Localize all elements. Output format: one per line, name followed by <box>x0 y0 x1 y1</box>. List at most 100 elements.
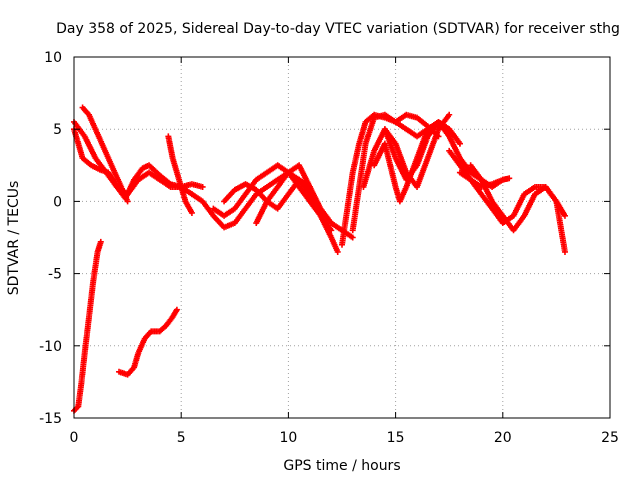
y-tick-label: 5 <box>53 122 62 138</box>
interpolated-samples <box>404 163 419 182</box>
interpolated-samples <box>329 221 344 233</box>
interpolated-samples <box>490 200 505 218</box>
interpolated-samples <box>136 170 151 182</box>
interpolated-samples <box>522 192 538 218</box>
interpolated-samples <box>318 214 334 239</box>
data-point <box>188 209 195 216</box>
series-arc-4 <box>165 133 195 216</box>
y-tick-label: -10 <box>39 339 62 355</box>
series-arc-10 <box>253 162 356 241</box>
interpolated-samples <box>147 170 162 182</box>
interpolated-samples <box>275 171 291 189</box>
interpolated-samples <box>106 171 119 189</box>
interpolated-samples <box>183 200 194 215</box>
y-axis: -15 -10 -5 0 5 10 <box>39 50 610 427</box>
interpolated-samples <box>265 163 280 175</box>
y-tick-label: -5 <box>48 267 62 283</box>
interpolated-samples <box>393 156 409 182</box>
chart-title: Day 358 of 2025, Sidereal Day-to-day VTE… <box>56 21 620 37</box>
data-point <box>334 248 341 255</box>
interpolated-samples <box>72 404 81 413</box>
interpolated-samples <box>501 175 511 183</box>
interpolated-samples <box>553 200 568 253</box>
interpolated-samples <box>543 185 559 203</box>
interpolated-samples <box>511 192 527 218</box>
data-point <box>456 140 463 147</box>
data-point <box>446 111 453 118</box>
series-arc-3 <box>79 104 131 205</box>
x-tick-label: 15 <box>387 430 405 446</box>
interpolated-samples <box>297 185 312 203</box>
data-point <box>506 175 513 182</box>
y-tick-label: 10 <box>44 50 62 66</box>
interpolated-samples <box>170 308 180 319</box>
x-axis: 0 5 10 15 20 25 <box>70 57 619 446</box>
data-series-group <box>71 104 568 414</box>
x-tick-label: 10 <box>279 430 297 446</box>
interpolated-samples <box>265 177 280 189</box>
interpolated-samples <box>233 207 248 225</box>
interpolated-samples <box>132 166 145 182</box>
interpolated-samples <box>382 142 399 189</box>
data-point <box>97 238 104 245</box>
interpolated-samples <box>125 365 136 377</box>
interpolated-samples <box>329 236 340 254</box>
interpolated-samples <box>350 142 362 174</box>
interpolated-samples <box>78 351 88 383</box>
series-arc-17 <box>467 162 568 255</box>
interpolated-samples <box>222 188 237 203</box>
interpolated-samples <box>356 120 368 145</box>
interpolated-samples <box>158 323 168 334</box>
interpolated-samples <box>90 250 101 282</box>
interpolated-samples <box>397 185 409 203</box>
interpolated-samples <box>170 156 182 181</box>
interpolated-samples <box>415 115 430 129</box>
interpolated-samples <box>86 113 98 131</box>
interpolated-samples <box>164 315 175 328</box>
interpolated-samples <box>254 170 269 182</box>
interpolated-samples <box>522 185 537 197</box>
interpolated-samples <box>350 185 362 232</box>
data-point <box>561 248 568 255</box>
x-axis-label: GPS time / hours <box>283 458 400 474</box>
y-axis-label: SDTVAR / TECUs <box>6 181 22 296</box>
interpolated-samples <box>393 142 409 174</box>
interpolated-samples <box>469 177 483 189</box>
data-point <box>173 306 180 313</box>
data-point <box>561 212 568 219</box>
data-point <box>199 183 206 190</box>
interpolated-samples <box>211 206 226 218</box>
interpolated-samples <box>233 181 247 192</box>
interpolated-samples <box>176 178 188 203</box>
interpolated-samples <box>80 106 91 117</box>
interpolated-samples <box>511 214 526 232</box>
interpolated-samples <box>222 206 237 218</box>
grid <box>74 57 610 418</box>
interpolated-samples <box>458 170 473 182</box>
interpolated-samples <box>425 128 441 160</box>
interpolated-samples <box>99 142 111 160</box>
plot-border <box>73 56 611 419</box>
interpolated-samples <box>86 279 97 318</box>
interpolated-samples <box>82 135 98 160</box>
interpolated-samples <box>158 173 172 186</box>
interpolated-samples <box>211 214 226 229</box>
interpolated-samples <box>147 163 162 178</box>
interpolated-samples <box>265 185 280 203</box>
interpolated-samples <box>143 329 153 341</box>
interpolated-samples <box>136 337 147 355</box>
interpolated-samples <box>72 120 87 138</box>
interpolated-samples <box>479 192 494 210</box>
interpolated-samples <box>356 142 369 188</box>
interpolated-samples <box>345 171 356 203</box>
x-tick-label: 5 <box>177 430 186 446</box>
interpolated-samples <box>75 380 85 408</box>
interpolated-samples <box>81 156 93 168</box>
series-arc-16 <box>446 147 568 227</box>
interpolated-samples <box>468 163 484 182</box>
interpolated-samples <box>339 200 352 246</box>
series-arc-5 <box>71 238 104 414</box>
interpolated-samples <box>447 135 463 160</box>
interpolated-samples <box>131 351 141 369</box>
